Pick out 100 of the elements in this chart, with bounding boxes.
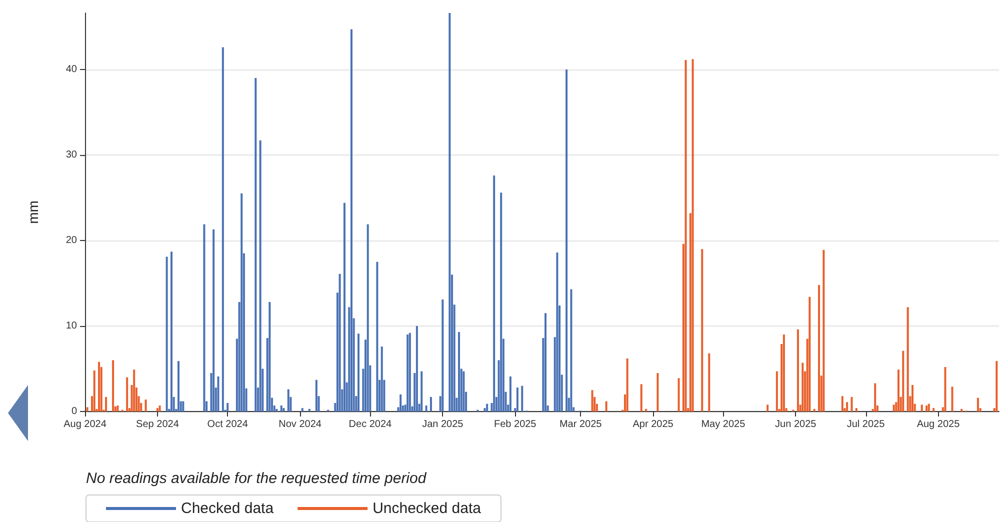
bar [376, 262, 378, 412]
y-tick-label: 10 [66, 320, 78, 332]
bar [684, 60, 687, 412]
text: No readings available for the requested time period [86, 470, 426, 487]
bar [782, 334, 785, 412]
y-tick-label: 20 [66, 234, 78, 246]
bar [408, 332, 411, 412]
bar [566, 69, 568, 412]
bar [846, 402, 848, 412]
y-axis-title: mm [25, 200, 41, 224]
bar [796, 329, 799, 412]
bar [932, 408, 935, 412]
bar [366, 224, 369, 412]
bar [442, 299, 444, 412]
bar [486, 404, 488, 412]
bar [912, 384, 914, 412]
bar [656, 373, 659, 412]
bar [850, 396, 853, 412]
x-tick-label: Nov 2024 [278, 419, 322, 430]
bar [222, 47, 224, 412]
x-tick-label: Oct 2024 [207, 419, 248, 430]
bar [591, 390, 594, 412]
x-tick-label: Mar 2025 [559, 419, 602, 430]
bar [259, 140, 262, 412]
x-tick-label: Aug 2024 [64, 419, 107, 430]
bar [226, 402, 229, 412]
bar [701, 249, 704, 412]
bar [86, 407, 88, 412]
bar [93, 370, 96, 412]
legend-label: Checked data [181, 500, 274, 517]
bar [276, 408, 278, 412]
bar [841, 396, 844, 412]
x-tick-label: Apr 2025 [632, 419, 674, 430]
bar [280, 406, 282, 412]
x-tick-label: Dec 2024 [348, 419, 392, 430]
bar [645, 408, 648, 412]
bar [640, 384, 642, 412]
bar [493, 175, 496, 412]
bar [268, 302, 271, 412]
bar [892, 404, 895, 412]
bar [521, 386, 524, 412]
bar [509, 376, 512, 412]
bar [144, 400, 147, 412]
bar [105, 396, 108, 412]
bar [813, 408, 816, 412]
bar [420, 371, 423, 412]
y-tick-label: 40 [66, 64, 78, 75]
bar [301, 408, 304, 412]
bar [308, 408, 310, 412]
bar [156, 408, 158, 412]
bar [315, 380, 318, 412]
bar [430, 396, 432, 412]
bar [358, 334, 360, 412]
bar [166, 256, 168, 412]
bar [766, 404, 769, 412]
bar [240, 193, 243, 412]
bar [874, 383, 876, 412]
x-tick-label: Jan 2025 [422, 419, 464, 430]
bar [282, 408, 285, 412]
bar [776, 371, 778, 412]
bar [287, 389, 290, 412]
x-tick-label: Sep 2024 [136, 419, 180, 430]
bar [212, 229, 215, 412]
bar [178, 361, 180, 412]
bar [158, 406, 161, 412]
bar [556, 252, 558, 412]
bar [516, 388, 518, 412]
x-tick-label: Jun 2025 [775, 419, 817, 430]
bar [920, 404, 923, 412]
bar [182, 401, 184, 412]
bar [448, 13, 451, 412]
bar [400, 394, 402, 412]
bar [976, 398, 979, 412]
y-tick-label: 0 [71, 406, 78, 417]
bar [944, 367, 946, 412]
x-tick-label: Jul 2025 [846, 419, 886, 430]
bar [343, 202, 346, 412]
bar [902, 350, 904, 412]
bar [996, 361, 998, 412]
bar [928, 404, 930, 412]
bar [822, 250, 825, 412]
bar [406, 334, 409, 412]
bar [425, 406, 428, 412]
bar [500, 192, 502, 412]
bar [350, 29, 352, 412]
bar [818, 284, 820, 412]
bar [570, 289, 572, 412]
bar [203, 224, 206, 412]
bar [544, 313, 547, 412]
x-tick-label: Feb 2025 [494, 419, 537, 430]
bar [116, 406, 119, 412]
bar [133, 370, 136, 412]
y-tick-label: 30 [66, 149, 78, 160]
bar [897, 370, 900, 412]
bar [170, 252, 172, 412]
bar [855, 408, 858, 412]
bar [960, 408, 963, 412]
bar [112, 360, 114, 412]
bar [338, 274, 341, 412]
x-tick-label: May 2025 [701, 419, 746, 430]
